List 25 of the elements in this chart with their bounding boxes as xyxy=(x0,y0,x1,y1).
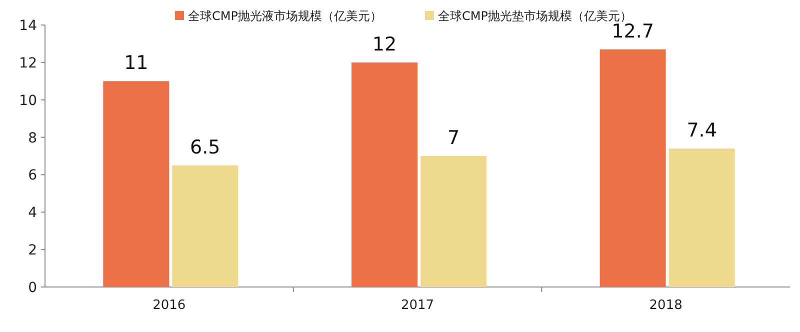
bar xyxy=(420,156,486,287)
y-tick-label: 12 xyxy=(19,55,37,72)
x-tick-label: 2018 xyxy=(649,298,682,313)
data-label: 12 xyxy=(372,33,397,56)
data-label: 11 xyxy=(124,52,148,74)
bar xyxy=(172,165,238,287)
y-tick-label: 10 xyxy=(19,92,37,109)
data-label: 12.7 xyxy=(612,20,654,42)
data-label: 7.4 xyxy=(686,120,717,142)
bar xyxy=(103,81,170,287)
x-tick-label: 2016 xyxy=(152,298,186,313)
x-tick-label: 2017 xyxy=(400,298,434,313)
y-tick-label: 2 xyxy=(28,242,37,259)
y-tick-label: 8 xyxy=(28,130,37,146)
legend-label: 全球CMP抛光垫市场规模（亿美元） xyxy=(438,9,632,23)
y-tick-label: 4 xyxy=(28,205,38,222)
bar xyxy=(668,148,735,287)
data-label: 7 xyxy=(447,127,460,149)
bar xyxy=(352,62,418,287)
y-tick-label: 6 xyxy=(28,168,38,184)
y-tick-label: 0 xyxy=(28,280,37,296)
legend-label: 全球CMP抛光液市场规模（亿美元） xyxy=(188,9,382,23)
bar xyxy=(600,49,666,287)
y-tick-label: 14 xyxy=(19,18,38,34)
data-label: 6.5 xyxy=(190,136,220,158)
